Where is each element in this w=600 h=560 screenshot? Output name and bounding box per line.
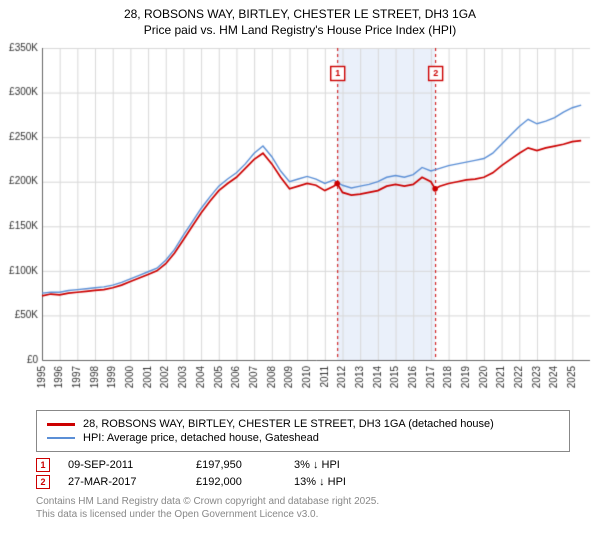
legend-item-hpi: HPI: Average price, detached house, Gate…: [47, 431, 559, 445]
attribution: Contains HM Land Registry data © Crown c…: [36, 495, 600, 521]
price-chart: [0, 42, 600, 402]
sale-price: £192,000: [196, 476, 276, 488]
sale-date: 09-SEP-2011: [68, 459, 178, 471]
sale-marker-icon: 2: [36, 475, 50, 489]
chart-title: 28, ROBSONS WAY, BIRTLEY, CHESTER LE STR…: [0, 0, 600, 42]
footer-line: This data is licensed under the Open Gov…: [36, 508, 600, 521]
sale-row: 2 27-MAR-2017 £192,000 13% ↓ HPI: [36, 475, 600, 489]
sale-delta: 3% ↓ HPI: [294, 459, 414, 471]
sale-row: 1 09-SEP-2011 £197,950 3% ↓ HPI: [36, 458, 600, 472]
sale-price: £197,950: [196, 459, 276, 471]
title-address: 28, ROBSONS WAY, BIRTLEY, CHESTER LE STR…: [10, 6, 590, 22]
legend-swatch: [47, 437, 75, 439]
sale-marker-icon: 1: [36, 458, 50, 472]
legend: 28, ROBSONS WAY, BIRTLEY, CHESTER LE STR…: [36, 410, 570, 452]
sale-date: 27-MAR-2017: [68, 476, 178, 488]
legend-label: HPI: Average price, detached house, Gate…: [83, 432, 319, 444]
legend-label: 28, ROBSONS WAY, BIRTLEY, CHESTER LE STR…: [83, 418, 494, 430]
title-subtitle: Price paid vs. HM Land Registry's House …: [10, 22, 590, 38]
legend-item-price-paid: 28, ROBSONS WAY, BIRTLEY, CHESTER LE STR…: [47, 417, 559, 431]
legend-swatch: [47, 423, 75, 426]
footer-line: Contains HM Land Registry data © Crown c…: [36, 495, 600, 508]
sale-delta: 13% ↓ HPI: [294, 476, 414, 488]
